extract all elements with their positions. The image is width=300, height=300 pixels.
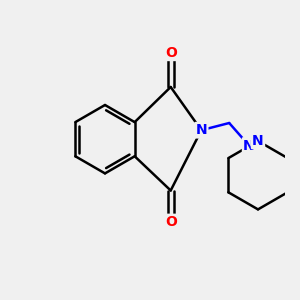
Text: O: O [165,215,177,229]
Text: N: N [243,139,255,152]
Text: N: N [252,134,264,148]
Text: N: N [196,123,207,137]
Text: O: O [165,46,177,60]
